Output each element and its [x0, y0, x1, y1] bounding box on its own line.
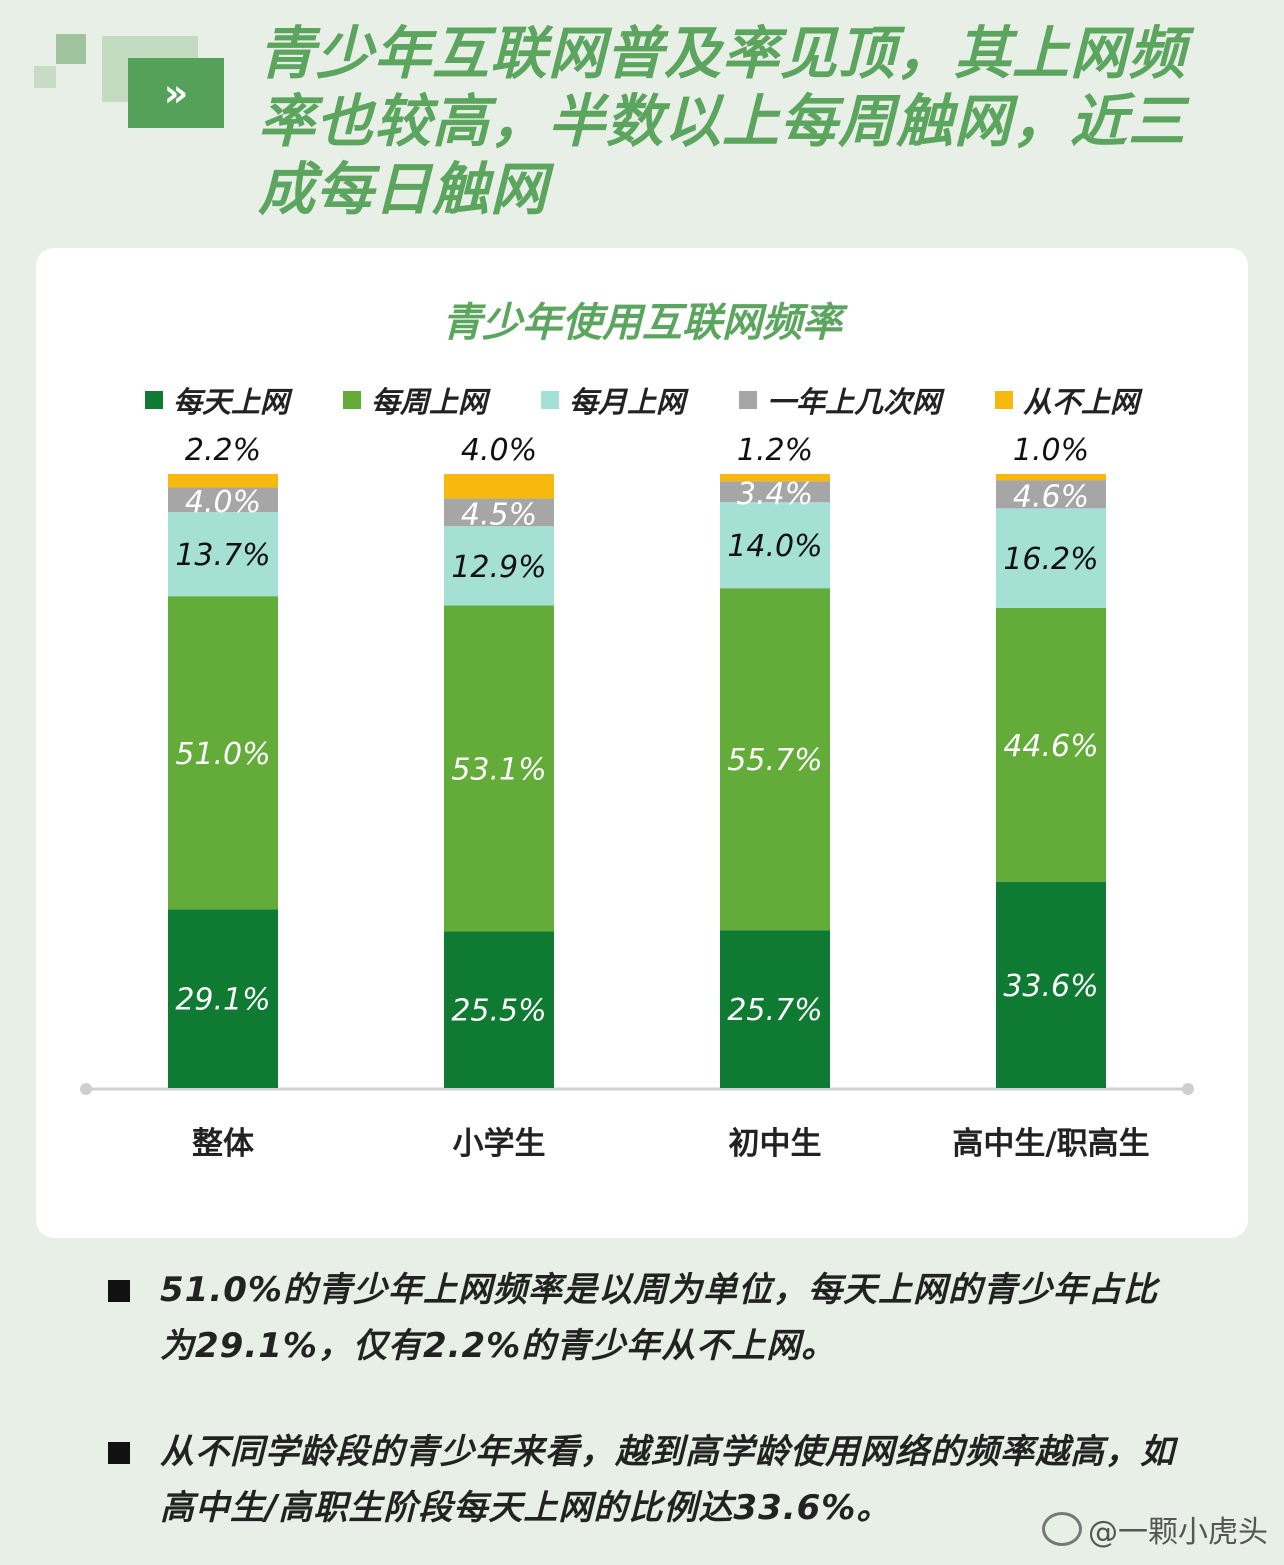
bar-segment-never: [168, 474, 278, 488]
decor-square-small: [56, 34, 86, 64]
bar-segment-daily: [996, 881, 1106, 1088]
bar-segment-monthly: [168, 512, 278, 597]
category-label: 高中生/职高生: [952, 1126, 1149, 1162]
legend-swatch-never: [995, 391, 1014, 409]
data-label-yearly: 4.6%: [1013, 479, 1089, 514]
data-label-never: 1.0%: [1013, 433, 1089, 468]
legend-swatch-yearly: [739, 391, 757, 409]
watermark-text: @一颗小虎头: [1088, 1515, 1268, 1550]
legend-label-never: 从不上网: [1023, 385, 1140, 419]
legend-item-weekly: 每周上网: [342, 380, 487, 420]
bar-segment-weekly: [168, 596, 278, 910]
data-label-monthly: 16.2%: [1003, 542, 1098, 577]
category-label: 小学生: [453, 1126, 546, 1162]
data-label-monthly: 12.9%: [451, 550, 546, 585]
data-label-yearly: 4.5%: [461, 497, 537, 532]
bar-segment-weekly: [444, 605, 554, 932]
legend-item-daily: 每天上网: [144, 380, 289, 420]
bullet-point-2: 从不同学龄段的青少年来看，越到高学龄使用网络的频率越高，如高中生/高职生阶段每天…: [108, 1424, 1188, 1536]
bar-segment-daily: [444, 931, 554, 1088]
legend-label-monthly: 每月上网: [568, 385, 685, 419]
data-label-yearly: 3.4%: [737, 477, 813, 512]
bar-segment-weekly: [996, 607, 1106, 882]
data-label-yearly: 4.0%: [185, 485, 261, 520]
bar-segment-yearly: [444, 498, 554, 527]
legend-item-never: 从不上网: [995, 380, 1139, 420]
legend-label-yearly: 一年上几次网: [767, 385, 942, 419]
data-label-never: 1.2%: [737, 433, 813, 468]
data-label-never: 4.0%: [461, 433, 537, 468]
legend-swatch-weekly: [342, 391, 361, 409]
data-label-daily: 25.7%: [727, 993, 822, 1028]
category-label: 整体: [192, 1126, 254, 1162]
bar-segment-never: [720, 474, 830, 482]
data-label-weekly: 51.0%: [175, 737, 270, 772]
watermark: @一颗小虎头: [1042, 1507, 1268, 1551]
data-label-monthly: 14.0%: [727, 529, 822, 564]
bar-segment-monthly: [444, 526, 554, 606]
bar-segment-yearly: [996, 480, 1106, 509]
bar-segment-monthly: [996, 508, 1106, 608]
bar-segment-yearly: [720, 481, 830, 503]
legend-swatch-daily: [144, 391, 163, 409]
bar-segment-never: [996, 474, 1106, 481]
legend-label-weekly: 每周上网: [370, 385, 487, 419]
data-label-weekly: 55.7%: [727, 743, 822, 778]
legend-swatch-monthly: [540, 391, 559, 409]
legend-label-daily: 每天上网: [172, 385, 289, 419]
data-label-monthly: 13.7%: [175, 538, 270, 573]
bullet-text-2: 从不同学龄段的青少年来看，越到高学龄使用网络的频率越高，如高中生/高职生阶段每天…: [160, 1432, 1175, 1528]
legend-item-yearly: 一年上几次网: [739, 380, 941, 420]
page-headline: 青少年互联网普及率见顶，其上网频率也较高，半数以上每周触网，近三成每日触网: [258, 21, 1186, 223]
bar-segment-yearly: [168, 487, 278, 513]
bar-segment-never: [444, 474, 554, 499]
bullet-square-icon: [108, 1280, 130, 1302]
category-label: 初中生: [729, 1126, 822, 1162]
chart-legend: 每天上网 每周上网 每月上网 一年上几次网 从不上网: [0, 380, 1284, 420]
bullet-point-1: 51.0%的青少年上网频率是以周为单位，每天上网的青少年占比为29.1%，仅有2…: [108, 1262, 1188, 1374]
data-label-daily: 29.1%: [175, 983, 270, 1018]
data-label-weekly: 53.1%: [451, 752, 546, 787]
bar-segment-daily: [720, 930, 830, 1088]
stacked-bar-chart: 29.1% 51.0% 13.7% 4.0% 2.2% 整体 25.5% 53.1% 12.9%…: [80, 433, 1194, 1162]
double-chevron-right-icon: »: [163, 71, 189, 115]
data-label-weekly: 44.6%: [1003, 729, 1098, 764]
decor-square-green: [128, 58, 224, 128]
bar-segment-weekly: [720, 588, 830, 931]
weibo-logo-icon: [1042, 1512, 1082, 1546]
bullet-text-1: 51.0%的青少年上网频率是以周为单位，每天上网的青少年占比为29.1%，仅有2…: [160, 1270, 1158, 1366]
bullet-square-icon: [108, 1442, 130, 1464]
legend-item-monthly: 每月上网: [540, 380, 685, 420]
data-label-never: 2.2%: [185, 433, 261, 468]
data-label-daily: 33.6%: [1003, 969, 1098, 1004]
axis-end-dot: [1182, 1083, 1194, 1095]
decor-square-tiny: [34, 66, 56, 88]
data-label-daily: 25.5%: [451, 994, 546, 1029]
bar-segment-monthly: [720, 502, 830, 589]
chart-title: 青少年使用互联网频率: [442, 300, 842, 346]
axis-end-dot: [80, 1083, 92, 1095]
bar-segment-daily: [168, 909, 278, 1088]
